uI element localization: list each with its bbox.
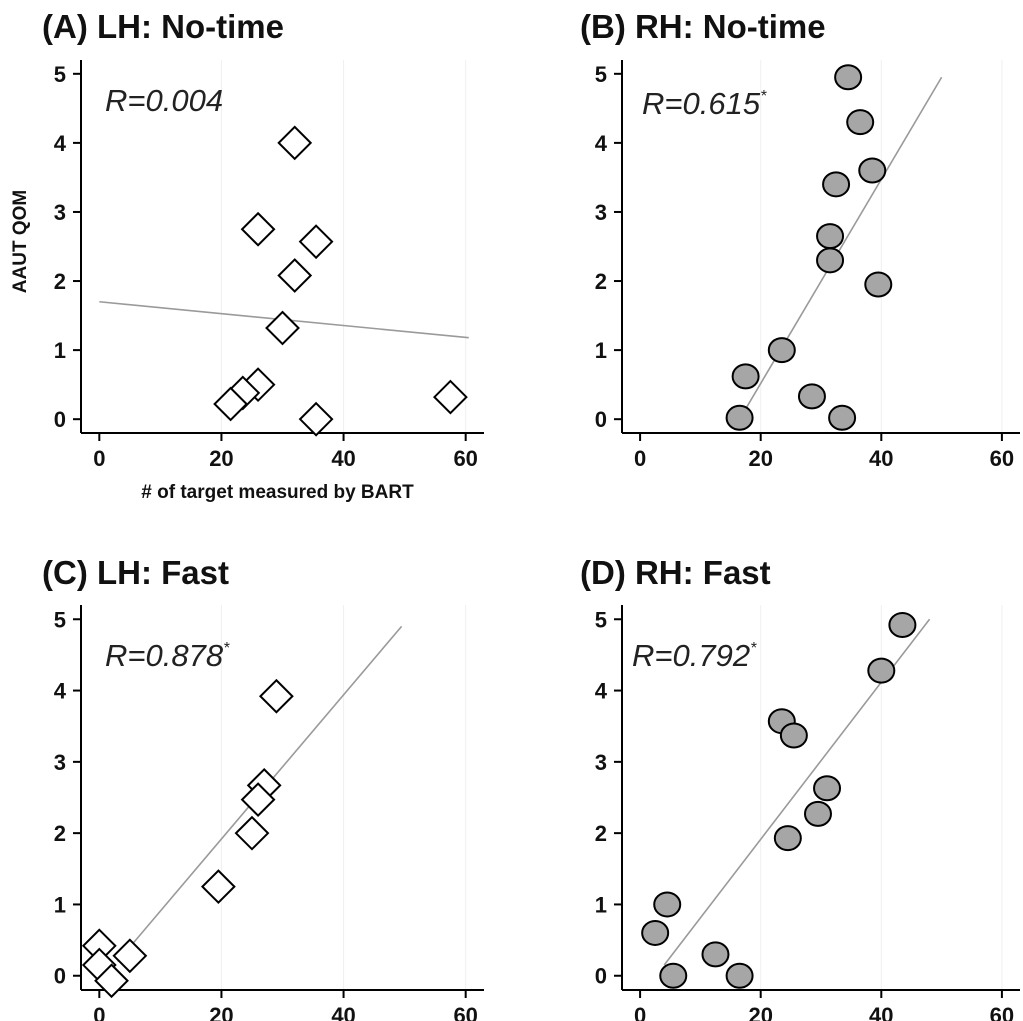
x-tick-label: 20 [748,1003,772,1021]
data-point-diamond [277,125,313,161]
data-point-circle [834,64,863,91]
data-point-circle [725,404,754,431]
y-tick-label: 4 [54,131,67,156]
data-point-diamond [112,938,148,974]
x-tick-label: 60 [453,1003,477,1021]
data-point-circle [858,157,887,184]
panel-b: 0 1 2 3 4 5 0 20 40 60 (B) RH: No-time R=0.615* [580,8,1020,471]
data-point-circle [797,383,826,410]
y-tick-label: 2 [595,269,607,294]
y-tick-label: 3 [54,200,66,225]
x-axis-label: # of target measured by BART [141,482,414,503]
x-tick-label: 40 [331,446,355,471]
correlation-label: R=0.004 [105,83,223,118]
data-point-diamond [277,258,313,293]
y-tick-label: 4 [595,131,608,156]
data-point-circle [659,962,688,989]
x-tick-label: 20 [209,446,233,471]
panel-title: (D) RH: Fast [580,554,771,591]
y-tick-label: 1 [54,338,66,363]
data-point-diamond [234,815,270,851]
x-tick-label: 40 [331,1003,355,1021]
data-point-diamond [240,211,276,247]
data-point-circle [701,941,730,968]
significance-star: * [223,640,230,657]
significance-star: * [760,88,767,105]
panel-title: (A) LH: No-time [42,8,284,45]
data-point-circle [816,247,845,274]
x-tick-label: 0 [634,446,646,471]
data-point-circle [864,271,893,298]
data-point-diamond [213,386,249,422]
y-tick-label: 5 [595,607,607,632]
data-point-diamond [265,310,300,346]
data-point-circle [803,800,832,827]
x-tick-label: 60 [990,446,1014,471]
y-tick-label: 0 [54,964,66,989]
data-point-circle [846,109,875,136]
data-point-circle [767,337,796,364]
panel-title: (C) LH: Fast [42,554,229,591]
y-tick-label: 2 [54,821,66,846]
y-tick-label: 3 [595,200,607,225]
y-tick-label: 5 [54,62,66,87]
y-tick-label: 1 [595,338,607,363]
correlation-label: R=0.615* [642,86,767,121]
y-tick-label: 3 [54,750,66,775]
data-point-circle [641,919,670,946]
correlation-label: R=0.792* [632,638,757,673]
data-point-circle [813,775,842,802]
y-tick-label: 5 [54,607,66,632]
y-tick-label: 2 [595,821,607,846]
x-tick-label: 60 [453,446,477,471]
panel-d: 0 1 2 3 4 5 0 20 40 60 (D) RH: Fast R=0.792* [580,554,1020,1021]
data-point-circle [653,891,682,918]
y-tick-label: 3 [595,750,607,775]
data-point-circle [731,363,760,390]
y-tick-label: 0 [54,407,66,432]
y-tick-label: 0 [595,964,607,989]
panel-c: 0 1 2 3 4 5 0 20 40 60 (C) LH: Fast R=0.878* [42,554,484,1021]
data-point-diamond [94,963,129,999]
data-point-circle [779,722,808,749]
data-point-circle [773,825,802,852]
y-tick-label: 1 [595,892,607,917]
data-point-circle [725,962,754,989]
x-tick-label: 40 [869,1003,893,1021]
data-point-diamond [200,869,236,905]
data-point-diamond [240,782,276,818]
x-tick-label: 0 [634,1003,646,1021]
data-point-diamond [298,224,334,260]
y-tick-label: 5 [595,62,607,87]
x-tick-label: 40 [869,446,893,471]
data-point-diamond [298,401,334,437]
data-point-circle [828,404,857,431]
x-tick-label: 0 [93,1003,105,1021]
data-point-diamond [258,678,294,714]
x-tick-label: 0 [93,446,105,471]
y-tick-label: 2 [54,269,66,294]
y-axis-label: AAUT QOM [10,190,31,293]
y-tick-label: 1 [54,892,66,917]
significance-star: * [750,640,757,657]
y-tick-label: 4 [54,679,67,704]
y-tick-label: 4 [595,679,608,704]
data-point-circle [816,223,845,250]
y-tick-label: 0 [595,407,607,432]
panel-title: (B) RH: No-time [580,8,826,45]
x-tick-label: 20 [748,446,772,471]
data-point-circle [888,611,917,638]
x-tick-label: 60 [990,1003,1014,1021]
correlation-label: R=0.878* [105,638,230,673]
fit-line [738,76,943,420]
x-tick-label: 20 [209,1003,233,1021]
data-point-circle [867,657,896,684]
data-point-diamond [433,379,468,415]
panel-a: 0 1 2 3 4 5 0 20 40 60 (A) LH: No-time # of target … [10,8,484,503]
data-point-circle [822,171,851,198]
